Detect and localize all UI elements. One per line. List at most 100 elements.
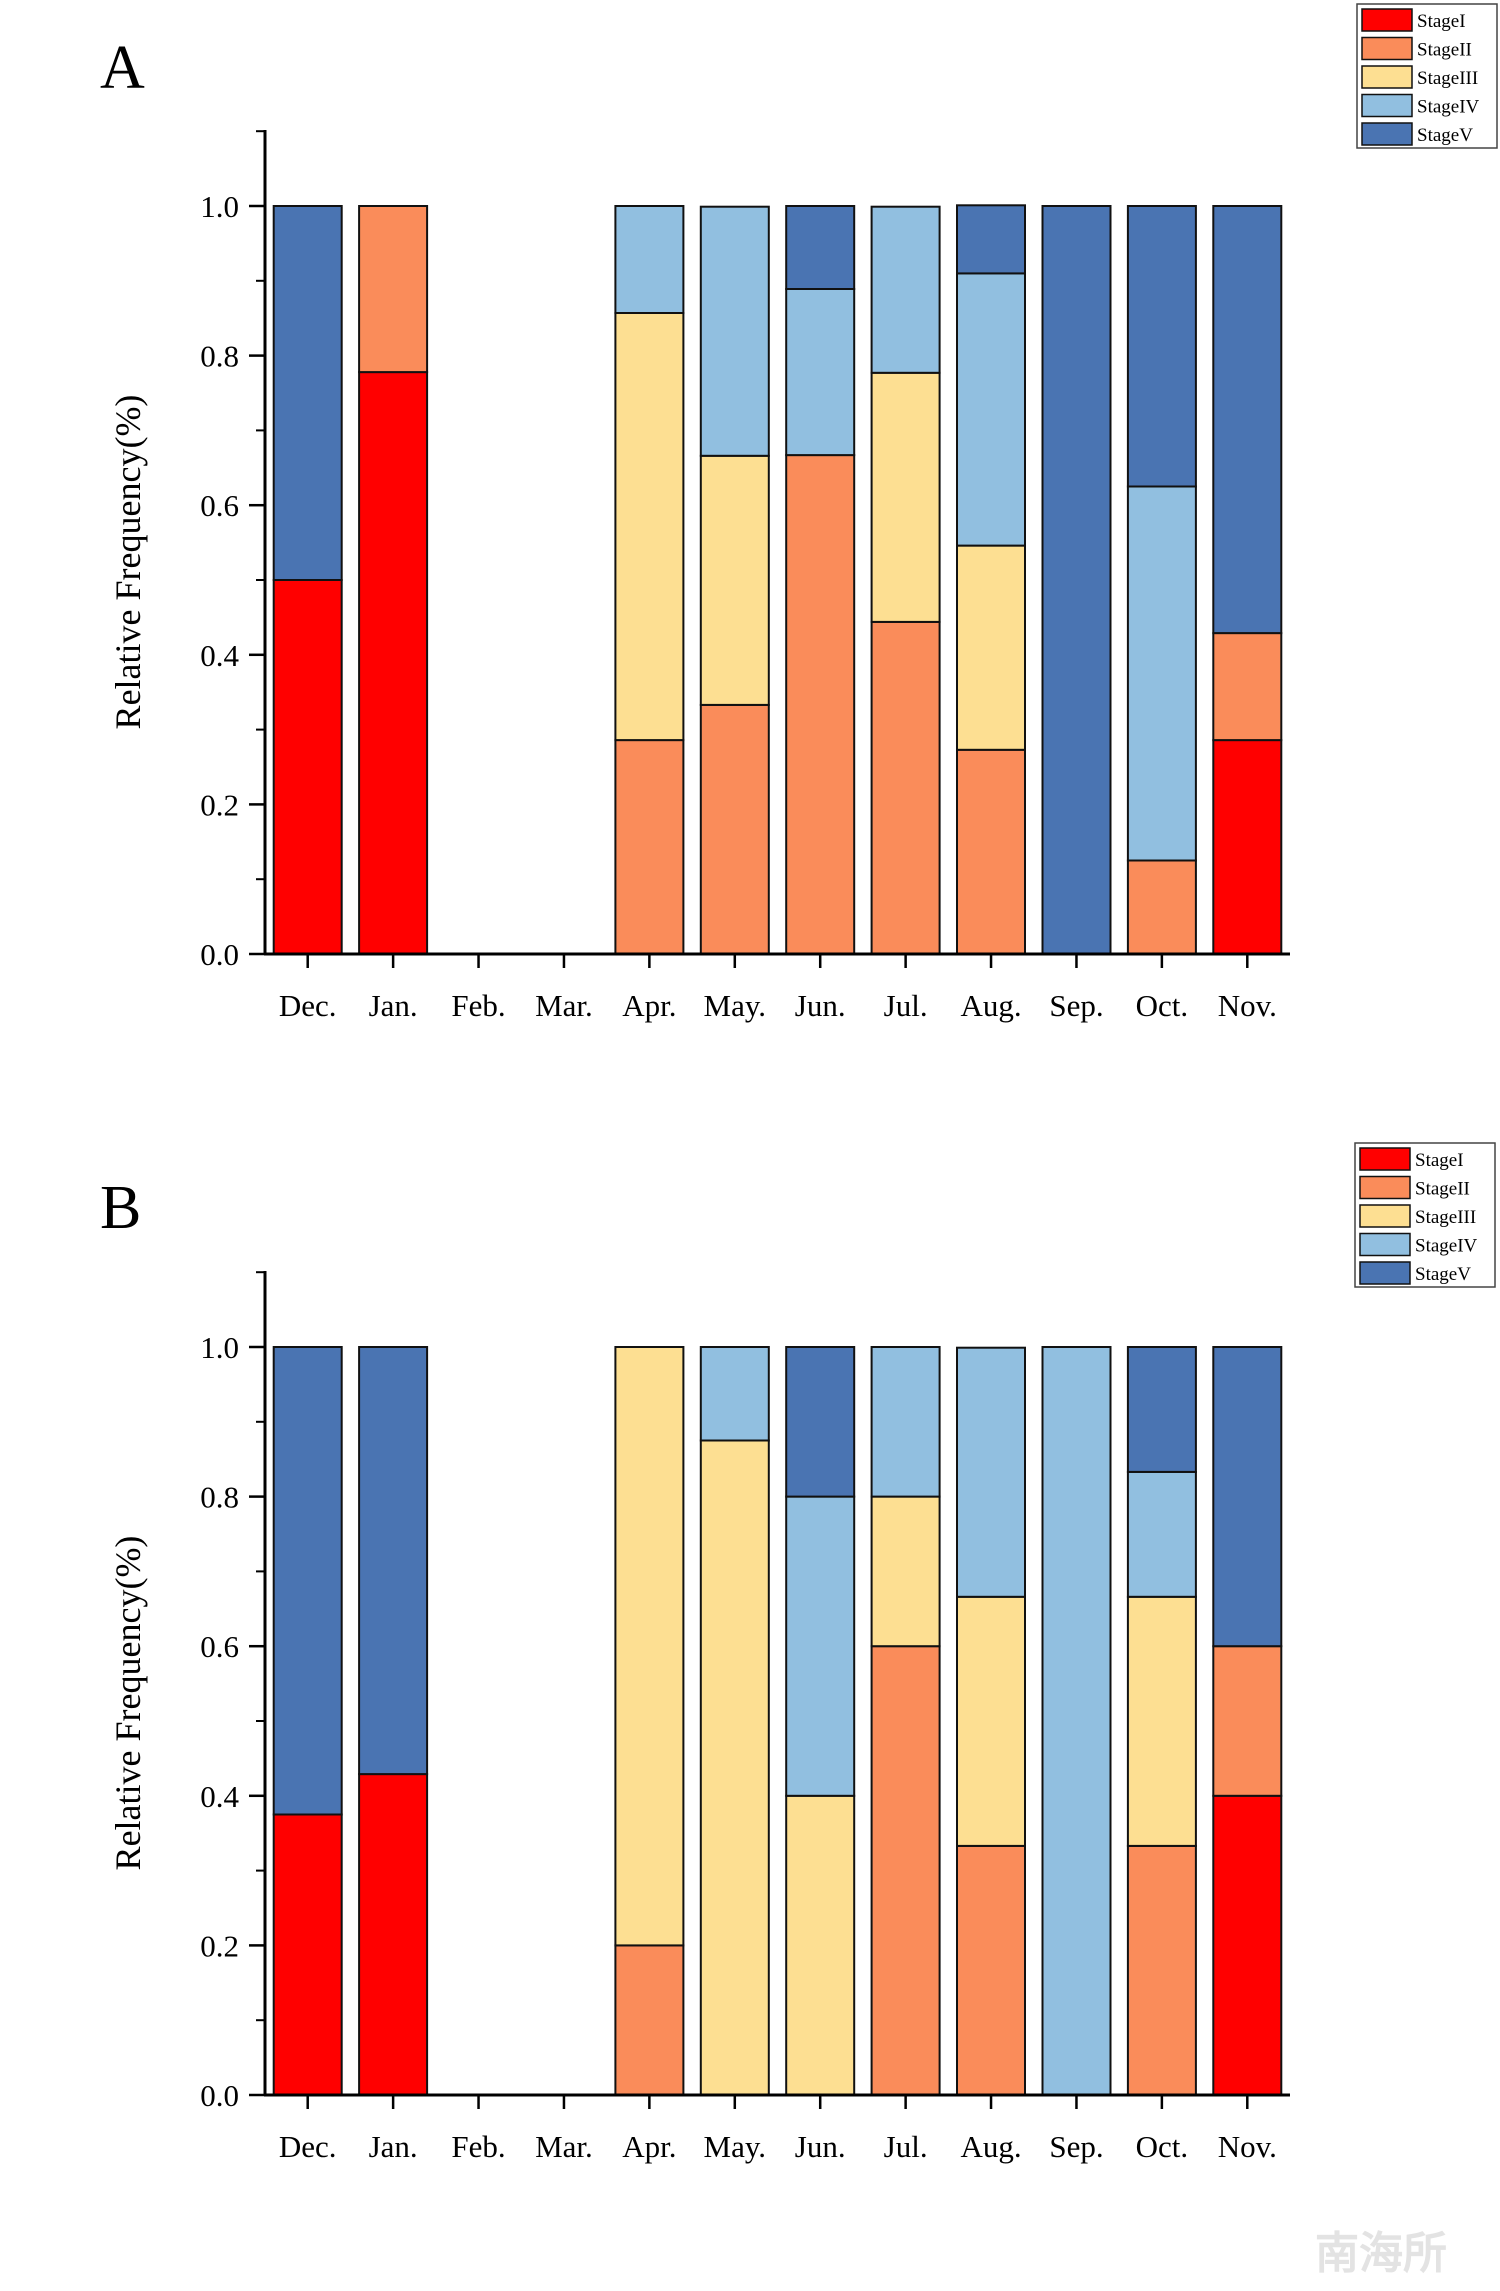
bar-segment: [614, 205, 685, 314]
bar-segment: [699, 454, 770, 706]
bar-segment: [870, 205, 941, 374]
x-tick-label: Jul.: [884, 2129, 928, 2164]
bar-segment: [699, 205, 770, 457]
legend-label: StageIV: [1415, 1236, 1478, 1257]
bar-segment: [785, 1495, 856, 1797]
legend-label: StageIII: [1415, 1207, 1476, 1228]
x-tick-label: Aug.: [960, 2129, 1021, 2164]
legend-label: StageIV: [1417, 97, 1480, 118]
y-tick-label: 0.2: [200, 787, 239, 822]
y-tick-label: 0.6: [200, 488, 239, 523]
legend-label: StageI: [1415, 1150, 1464, 1171]
x-tick-label: Apr.: [622, 988, 676, 1023]
bar-segment: [272, 205, 343, 581]
x-tick-label: Jan.: [369, 988, 418, 1023]
bar-segment: [1212, 1645, 1283, 1797]
y-tick-label: 1.0: [200, 1330, 239, 1365]
bar-segment: [614, 739, 685, 955]
x-tick-label: Aug.: [960, 988, 1021, 1023]
legend-label: StageI: [1417, 11, 1466, 32]
panel-a-chart: A 0.0 0.2 0.4 0.6 0.8 1.0 Dec. Jan. Feb. Mar. Apr. M…: [100, 3, 1498, 1023]
panel-b-chart: B 0.0 0.2 0.4 0.6 0.8 1.0 Dec. Jan. Feb. Mar. Apr. M…: [100, 1142, 1496, 2164]
x-tick-label: Jun.: [795, 988, 846, 1023]
legend-swatch: [1361, 93, 1413, 118]
x-tick-label: Oct.: [1136, 2129, 1189, 2164]
legend-swatch: [1361, 36, 1413, 61]
legend: StageI StageII StageIII StageIV StageV: [1356, 3, 1498, 149]
bar-segment: [870, 620, 941, 956]
bar-segment: [1126, 1346, 1197, 1473]
bar-segment: [614, 1944, 685, 2097]
bar-segment: [956, 748, 1026, 955]
bar-segment: [956, 1346, 1026, 1598]
bar-segment: [956, 1844, 1026, 2097]
legend-swatch: [1361, 122, 1413, 146]
x-tick-label: Nov.: [1218, 2129, 1277, 2164]
legend-label: StageV: [1417, 125, 1473, 146]
bar-segment: [1126, 1470, 1197, 1598]
x-tick-label: Apr.: [622, 2129, 676, 2164]
bar-segment: [614, 312, 685, 742]
bar-segment: [1041, 1346, 1112, 2096]
bar-segment: [358, 1346, 429, 1776]
x-tick-label: Jun.: [795, 2129, 846, 2164]
legend-swatch: [1359, 1175, 1411, 1200]
bar-segment: [785, 454, 856, 955]
x-tick-label: Oct.: [1136, 988, 1189, 1023]
y-tick-label: 0.0: [200, 937, 239, 972]
x-tick-label: May.: [704, 988, 767, 1023]
legend-label: StageII: [1415, 1179, 1470, 1200]
x-tick-label: Mar.: [535, 2129, 593, 2164]
bar-segment: [358, 205, 429, 374]
bar-segment: [1126, 485, 1197, 862]
bar-segment: [956, 204, 1026, 275]
bar-segment: [870, 371, 941, 623]
bar-segment: [272, 579, 343, 955]
legend-label: StageIII: [1417, 68, 1478, 89]
legend-swatch: [1359, 1147, 1411, 1171]
x-tick-label: Sep.: [1049, 988, 1103, 1023]
bar-segment: [956, 544, 1026, 751]
bar-segment: [699, 703, 770, 956]
bar-segment: [699, 1439, 770, 2096]
bar-segment: [699, 1346, 770, 1442]
panel-label: A: [100, 34, 145, 102]
bar-segment: [1212, 1794, 1283, 2097]
y-axis-title: Relative Frequency(%): [108, 1536, 148, 1871]
bar-segment: [1041, 205, 1112, 955]
x-tick-label: Jan.: [369, 2129, 418, 2164]
bar-segment: [614, 1346, 685, 1947]
watermark-text: 南海所: [1315, 2228, 1447, 2279]
y-tick-label: 0.8: [200, 339, 239, 374]
bar-segment: [272, 1813, 343, 2096]
bar-segment: [870, 1495, 941, 1648]
x-tick-label: Jul.: [884, 988, 928, 1023]
bar-segment: [1212, 1346, 1283, 1648]
bar-segment: [358, 371, 429, 956]
legend-swatch: [1361, 8, 1413, 32]
bar-segment: [956, 272, 1026, 547]
bar-segment: [870, 1645, 941, 2096]
y-tick-label: 0.2: [200, 1928, 239, 1963]
x-tick-label: Nov.: [1218, 988, 1277, 1023]
bar-segment: [1212, 205, 1283, 635]
legend-label: StageV: [1415, 1264, 1471, 1285]
y-tick-label: 1.0: [200, 189, 239, 224]
bar-segment: [785, 288, 856, 457]
legend: StageI StageII StageIII StageIV StageV: [1354, 1142, 1496, 1288]
y-tick-label: 0.4: [200, 1779, 239, 1814]
x-tick-label: Feb.: [451, 2129, 505, 2164]
y-tick-label: 0.4: [200, 638, 239, 673]
x-tick-label: Dec.: [279, 988, 337, 1023]
bar-segment: [272, 1346, 343, 1816]
bar-segment: [785, 205, 856, 290]
y-tick-label: 0.6: [200, 1629, 239, 1664]
legend-swatch: [1359, 1232, 1411, 1257]
bar-segment: [1212, 632, 1283, 742]
legend-swatch: [1359, 1261, 1411, 1285]
x-tick-label: May.: [704, 2129, 767, 2164]
bar-segment: [358, 1773, 429, 2096]
x-tick-label: Sep.: [1049, 2129, 1103, 2164]
bar-segment: [956, 1595, 1026, 1847]
